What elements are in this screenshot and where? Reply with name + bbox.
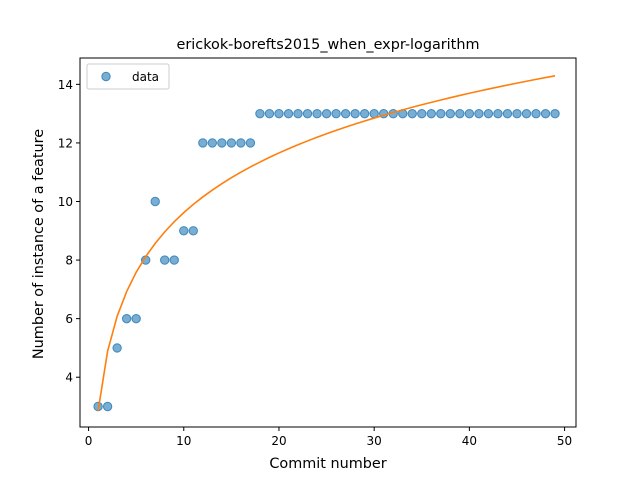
data-point [112, 343, 122, 353]
data-point [359, 108, 370, 119]
data-point [483, 108, 494, 119]
data-point [150, 196, 160, 207]
data-point [426, 108, 436, 119]
x-tick-label: 40 [462, 434, 477, 448]
data-point [283, 108, 294, 119]
data-point [502, 108, 513, 119]
data-point [226, 138, 237, 148]
y-tick-label: 6 [65, 312, 73, 326]
data-point [131, 313, 141, 324]
legend-box [86, 63, 170, 90]
plot-area [93, 75, 560, 412]
y-tick-label: 14 [58, 78, 73, 92]
data-point [474, 108, 484, 119]
legend: data [86, 63, 170, 90]
legend-entry: data [132, 70, 159, 84]
data-point [321, 108, 332, 119]
x-tick-label: 0 [85, 434, 93, 448]
data-point [217, 138, 227, 148]
x-tick-label: 50 [557, 434, 572, 448]
axes: 0 10 20 30 40 50 4 6 8 10 12 14 [58, 57, 577, 448]
data-point [407, 108, 417, 119]
data-point [160, 255, 170, 265]
data-point [274, 108, 284, 119]
data-point [540, 108, 551, 119]
fit-line [97, 75, 556, 412]
data-point [179, 226, 189, 236]
data-point [245, 138, 256, 148]
y-tick-label: 4 [65, 371, 73, 385]
data-point [121, 313, 132, 324]
x-tick-label: 20 [271, 434, 286, 448]
data-point [531, 108, 541, 119]
data-point [102, 401, 113, 412]
axes-frame [79, 57, 577, 428]
data-point [550, 108, 560, 119]
data-point [331, 108, 341, 119]
data-point [302, 108, 313, 119]
data-point [464, 108, 475, 119]
chart-title: erickok-borefts2015_when_expr-logarithm [177, 37, 480, 53]
data-point [264, 108, 275, 119]
data-point [236, 138, 246, 148]
x-axis-label: Commit number [269, 456, 386, 472]
y-tick-label: 10 [58, 195, 73, 209]
data-point [198, 138, 208, 148]
legend-marker [101, 71, 111, 82]
x-tick-label: 10 [176, 434, 191, 448]
data-point [436, 108, 446, 119]
data-point [207, 138, 218, 148]
data-point [188, 226, 198, 236]
data-point [455, 108, 465, 119]
data-point [512, 108, 522, 119]
data-point [417, 108, 427, 119]
x-tick-label: 30 [367, 434, 382, 448]
data-point [493, 108, 503, 119]
data-point [255, 108, 265, 119]
y-tick-label: 8 [65, 254, 73, 268]
data-point [169, 255, 179, 265]
data-point [445, 108, 456, 119]
y-axis-label: Number of instance of a feature [31, 129, 47, 359]
data-point [340, 108, 351, 119]
data-point [521, 108, 532, 119]
y-tick-label: 12 [58, 136, 73, 150]
data-point [350, 108, 360, 119]
data-point [312, 108, 322, 119]
data-point [293, 108, 303, 119]
